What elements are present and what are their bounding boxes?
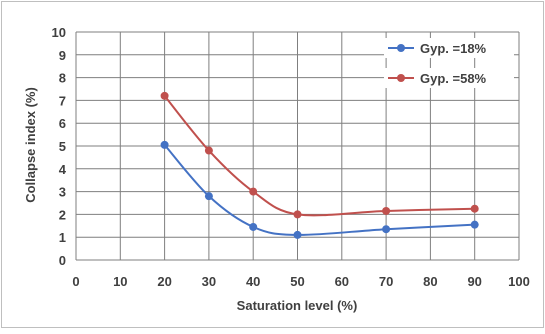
data-point	[470, 204, 479, 213]
y-tick-label: 4	[59, 162, 67, 177]
series-line	[163, 144, 475, 236]
x-tick-label: 40	[246, 274, 260, 289]
data-point	[382, 206, 391, 215]
y-tick-label: 3	[59, 185, 66, 200]
x-tick-label: 70	[379, 274, 393, 289]
data-point	[204, 192, 213, 201]
y-tick-label: 6	[59, 116, 66, 131]
data-point	[160, 91, 169, 100]
series-1	[160, 140, 479, 239]
y-tick-label: 8	[59, 71, 66, 86]
legend-item-bg	[384, 38, 514, 58]
legend-label: Gyp. =58%	[420, 71, 487, 86]
x-tick-label: 90	[467, 274, 481, 289]
data-point	[382, 225, 391, 234]
y-tick-label: 7	[59, 93, 66, 108]
legend-label: Gyp. =18%	[420, 41, 487, 56]
series-layer	[160, 91, 479, 239]
y-tick-label: 5	[59, 139, 66, 154]
x-tick-label: 100	[508, 274, 530, 289]
y-tick-label: 1	[59, 230, 66, 245]
data-point	[293, 210, 302, 219]
data-point	[204, 146, 213, 155]
series-line	[163, 95, 475, 217]
legend: Gyp. =18% Gyp. =58%	[384, 38, 514, 88]
data-point	[293, 230, 302, 239]
data-point	[249, 187, 258, 196]
x-tick-label: 0	[72, 274, 79, 289]
y-tick-label: 10	[52, 25, 66, 40]
x-tick-label: 30	[202, 274, 216, 289]
y-tick-label: 0	[59, 253, 66, 268]
data-point	[160, 140, 169, 149]
x-tick-label: 80	[423, 274, 437, 289]
x-tick-label: 50	[290, 274, 304, 289]
series-2	[160, 91, 479, 219]
legend-swatch-marker	[397, 74, 405, 82]
x-tick-label: 60	[335, 274, 349, 289]
data-point	[249, 222, 258, 231]
legend-item: Gyp. =18%	[384, 38, 514, 58]
y-axis-label: Collapse index (%)	[23, 87, 38, 203]
x-axis-label: Saturation level (%)	[237, 298, 358, 313]
data-point	[470, 220, 479, 229]
x-tick-label: 10	[113, 274, 127, 289]
y-tick-label: 9	[59, 48, 66, 63]
legend-item-bg	[384, 68, 514, 88]
y-tick-label: 2	[59, 207, 66, 222]
legend-swatch-marker	[397, 44, 405, 52]
x-tick-label: 20	[157, 274, 171, 289]
legend-item: Gyp. =58%	[384, 68, 514, 88]
